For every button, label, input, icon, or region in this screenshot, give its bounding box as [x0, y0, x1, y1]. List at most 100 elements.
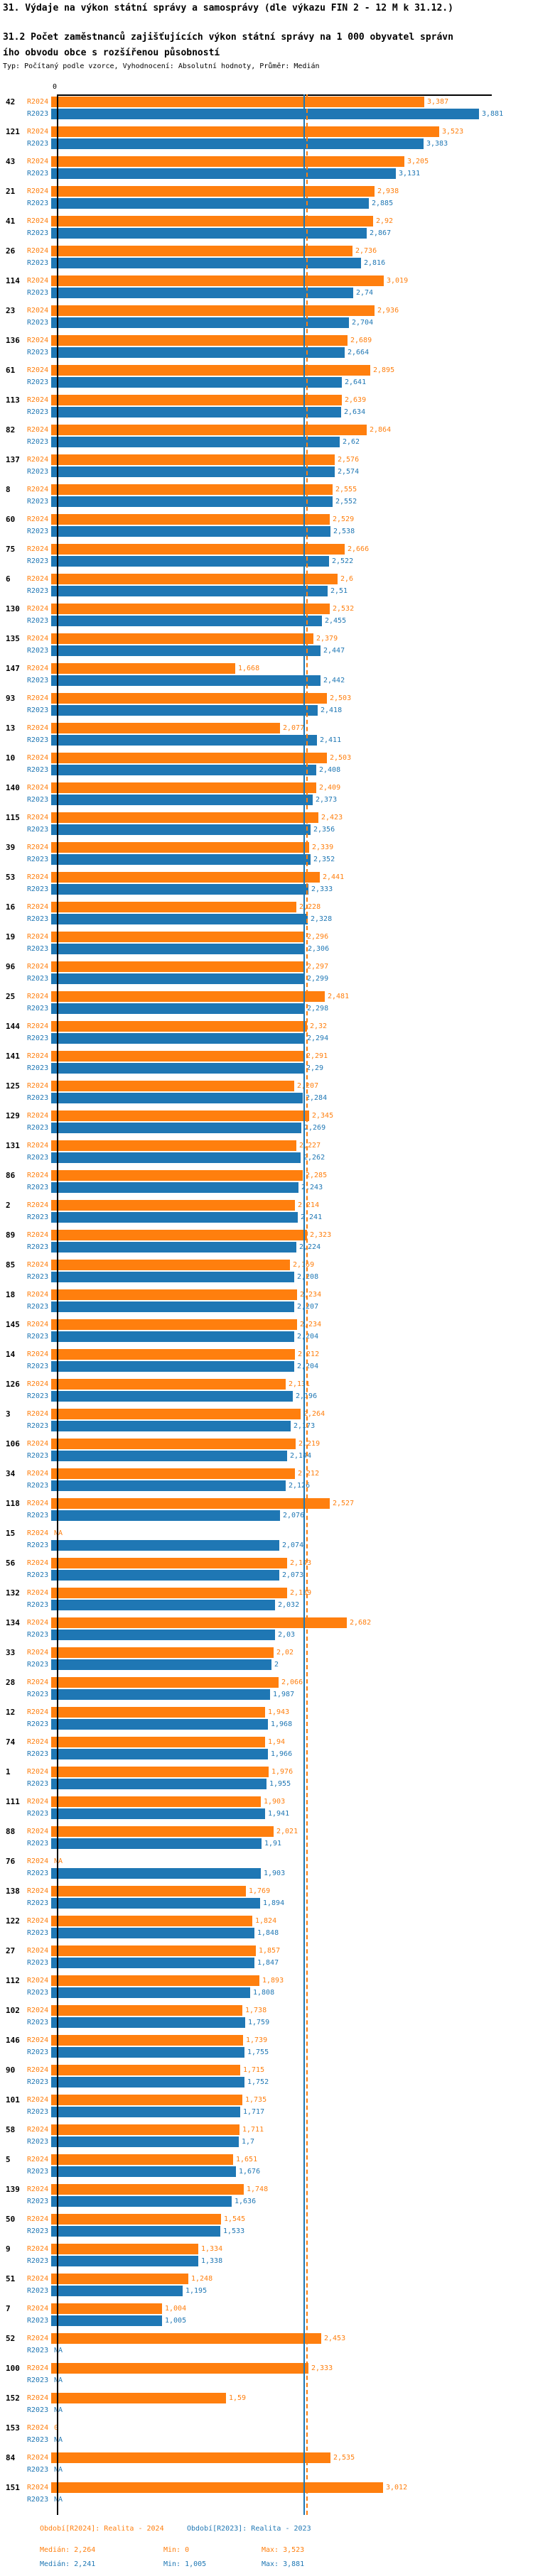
- value-label: 2,867: [370, 229, 392, 237]
- series-label: R2023: [27, 528, 49, 535]
- series-label: R2024: [27, 2275, 49, 2283]
- bar-r2024: [51, 275, 384, 286]
- series-label: R2023: [27, 349, 49, 356]
- series-label: R2023: [27, 1512, 49, 1519]
- value-label: 2,666: [348, 545, 370, 553]
- value-label: 2,333: [311, 2364, 333, 2372]
- bar-r2023: [51, 1600, 275, 1610]
- group-id-label: 14: [6, 1350, 16, 1359]
- series-label: R2023: [27, 677, 49, 684]
- group-id-label: 26: [6, 246, 16, 256]
- bar-r2024: [51, 2065, 240, 2075]
- bar-row-r2024: 112 R2024 1,893: [0, 1975, 533, 1986]
- bar-r2023: [51, 168, 396, 179]
- series-label: R2023: [27, 1005, 49, 1013]
- group-row: 138 R2024 1,769 R2023 1,894: [0, 1886, 533, 1916]
- bar-row-r2024: 137 R2024 2,576: [0, 454, 533, 465]
- bar-r2024: [51, 1200, 295, 1211]
- value-label: 2,077: [283, 724, 305, 732]
- value-label: 2,306: [308, 945, 330, 953]
- bar-row-r2023: R2023 2,641: [0, 377, 533, 388]
- value-label: 2,204: [297, 1363, 319, 1370]
- group-id-label: 19: [6, 932, 16, 942]
- group-id-label: 140: [6, 783, 20, 792]
- group-id-label: 53: [6, 873, 16, 882]
- value-label: 2,527: [333, 1500, 355, 1507]
- chart-meta-line: Typ: Počítaný podle vzorce, Vyhodnocení:…: [3, 62, 320, 70]
- bar-row-r2023: R2023 2,333: [0, 884, 533, 895]
- bar-r2023: [51, 765, 316, 775]
- bar-row-r2023: R2023 NA: [0, 2345, 533, 2356]
- group-row: 2 R2024 2,214 R2023 2,241: [0, 1200, 533, 1230]
- series-label: R2024: [27, 1798, 49, 1806]
- group-row: 25 R2024 2,481 R2023 2,298: [0, 991, 533, 1021]
- bar-r2023: [51, 884, 308, 895]
- bar-row-r2023: R2023 1,91: [0, 1838, 533, 1849]
- value-label: 1,748: [247, 2185, 269, 2193]
- series-label: R2023: [27, 2227, 49, 2235]
- value-label: 2,264: [303, 1410, 325, 1418]
- group-row: 145 R2024 2,234 R2023 2,204: [0, 1319, 533, 1349]
- bar-row-r2023: R2023 1,966: [0, 1749, 533, 1759]
- value-label: 2,885: [372, 200, 394, 207]
- group-row: 126 R2024 2,131 R2023 2,196: [0, 1379, 533, 1409]
- value-label: 2,455: [325, 617, 347, 625]
- bar-row-r2023: R2023 1,848: [0, 1928, 533, 1938]
- series-label: R2024: [27, 1231, 49, 1239]
- value-label: 1,755: [247, 2048, 269, 2056]
- series-label: R2024: [27, 2484, 49, 2492]
- median-line-r2024: [306, 94, 308, 2515]
- bar-row-r2024: 88 R2024 2,021: [0, 1826, 533, 1837]
- bar-r2023: [51, 1421, 291, 1431]
- max-r2024-stat: Max: 3,523: [262, 2546, 305, 2554]
- bar-row-r2024: 90 R2024 1,715: [0, 2065, 533, 2075]
- series-label: R2024: [27, 2096, 49, 2104]
- series-label: R2023: [27, 1363, 49, 1370]
- min-r2023-stat: Min: 1,005: [163, 2560, 207, 2568]
- value-label: 2,864: [370, 426, 392, 434]
- group-id-label: 85: [6, 1260, 16, 1270]
- series-label: R2023: [27, 1273, 49, 1281]
- chart-title: 31. Výdaje na výkon státní správy a samo…: [3, 3, 453, 13]
- bar-row-r2024: 27 R2024 1,857: [0, 1945, 533, 1956]
- value-label: NA: [54, 2436, 63, 2444]
- chart-subtitle: 31.2 Počet zaměstnanců zajišťujících výk…: [3, 32, 453, 58]
- value-label: 1,769: [249, 1887, 271, 1895]
- bar-r2024: [51, 2274, 188, 2284]
- value-label: 1,824: [255, 1917, 277, 1925]
- bar-row-r2024: 18 R2024 2,234: [0, 1289, 533, 1300]
- series-label: R2023: [27, 1184, 49, 1191]
- group-row: 12 R2024 1,943 R2023 1,968: [0, 1707, 533, 1737]
- value-label: 1,903: [264, 1798, 286, 1806]
- bar-r2023: [51, 1987, 250, 1998]
- group-row: 5 R2024 1,651 R2023 1,676: [0, 2154, 533, 2184]
- bar-r2023: [51, 317, 349, 328]
- value-label: 2,02: [276, 1649, 294, 1657]
- series-label: R2024: [27, 2156, 49, 2163]
- bar-row-r2023: R2023 2,552: [0, 496, 533, 507]
- bar-row-r2024: 139 R2024 1,748: [0, 2184, 533, 2195]
- series-label: R2023: [27, 2078, 49, 2086]
- bar-row-r2023: R2023 2,373: [0, 795, 533, 805]
- bar-r2024: [51, 97, 424, 107]
- bar-r2024: [51, 1826, 274, 1837]
- legend-r2023: Období[R2023]: Realita - 2023: [187, 2525, 311, 2533]
- series-label: R2024: [27, 1738, 49, 1746]
- group-id-label: 136: [6, 336, 20, 345]
- group-row: 135 R2024 2,379 R2023 2,447: [0, 633, 533, 663]
- value-label: 1,004: [165, 2305, 187, 2313]
- bar-r2024: [51, 932, 304, 942]
- value-label: 2,938: [377, 187, 399, 195]
- group-id-label: 75: [6, 545, 16, 554]
- series-label: R2023: [27, 706, 49, 714]
- bar-row-r2023: R2023 1,968: [0, 1719, 533, 1730]
- bar-r2024: [51, 961, 304, 972]
- median-r2024-stat: Medián: 2,264: [40, 2546, 96, 2554]
- bar-row-r2023: R2023 2,224: [0, 1242, 533, 1252]
- series-label: R2023: [27, 1064, 49, 1072]
- bar-r2023: [51, 258, 361, 268]
- value-label: 2,682: [350, 1619, 372, 1627]
- bar-r2023: [51, 1212, 298, 1223]
- bar-row-r2024: 102 R2024 1,738: [0, 2005, 533, 2016]
- bar-r2023: [51, 795, 313, 805]
